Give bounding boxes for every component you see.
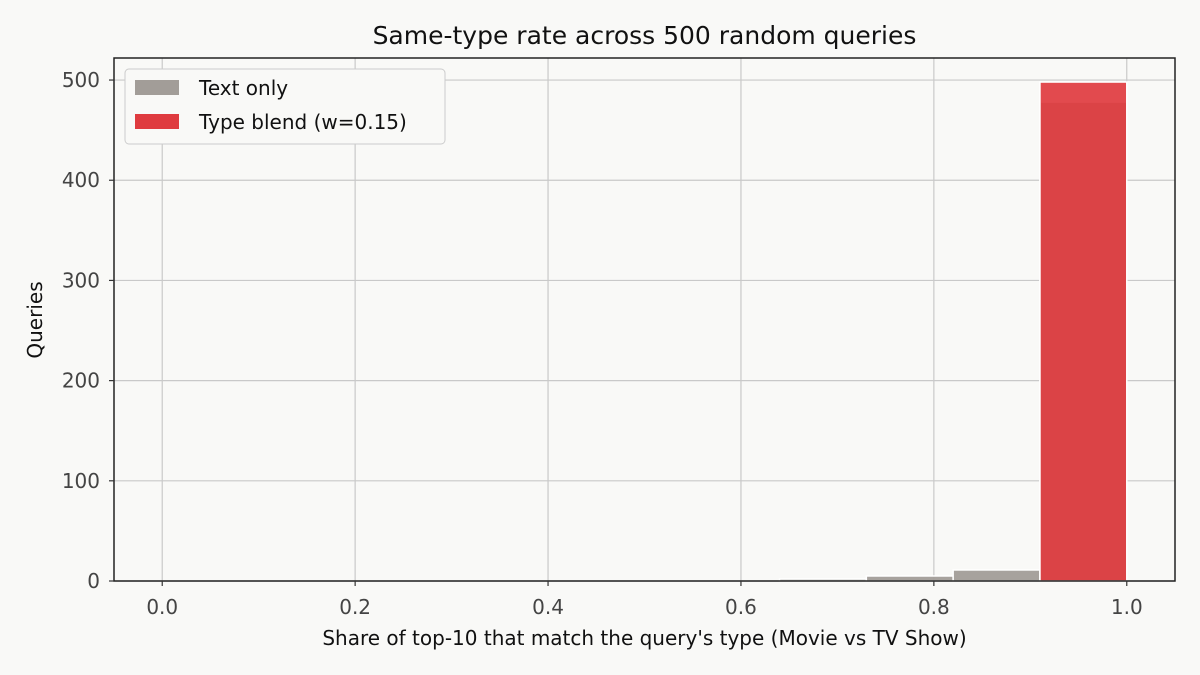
- y-axis-label: Queries: [23, 281, 47, 358]
- bar-series-0-bin-2: [952, 569, 1041, 582]
- legend-box: [124, 68, 446, 145]
- x-tick-label: 0.8: [918, 595, 950, 619]
- y-tick-label: 200: [62, 369, 100, 393]
- plot-frame: [113, 57, 1176, 582]
- bar-series-0-bin-1: [865, 575, 954, 582]
- legend-swatch-type-blend: [135, 114, 179, 129]
- x-tick-label: 1.0: [1111, 595, 1143, 619]
- axis-ticks: 0.0 0.2 0.4 0.6 0.8 1.0 0 100 200 300 400 500: [62, 68, 1143, 619]
- histogram-bars: [778, 81, 1128, 582]
- y-tick-label: 300: [62, 268, 100, 292]
- y-tick-label: 500: [62, 68, 100, 92]
- x-tick-label: 0.0: [146, 595, 178, 619]
- legend-label-type-blend: Type blend (w=0.15): [198, 110, 407, 134]
- plot-background: [114, 58, 1175, 581]
- chart-title: Same-type rate across 500 random queries: [373, 21, 917, 50]
- x-tick-label: 0.2: [339, 595, 371, 619]
- x-tick-label: 0.6: [725, 595, 757, 619]
- y-tick-label: 100: [62, 469, 100, 493]
- legend-label-text-only: Text only: [198, 76, 288, 100]
- x-axis-label: Share of top-10 that match the query's t…: [322, 626, 966, 650]
- legend: Text only Type blend (w=0.15): [124, 68, 446, 145]
- x-tick-label: 0.4: [532, 595, 564, 619]
- y-tick-label: 0: [87, 569, 100, 593]
- y-tick-label: 400: [62, 168, 100, 192]
- bar-series-1-bin-0: [1039, 81, 1128, 582]
- legend-swatch-text-only: [135, 80, 179, 95]
